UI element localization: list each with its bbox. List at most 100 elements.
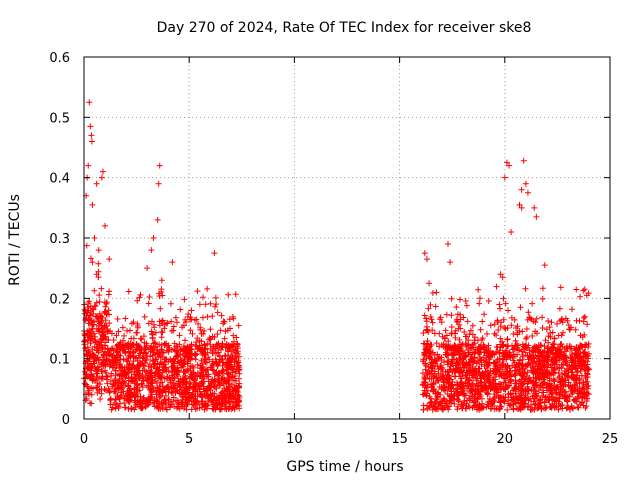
data-point xyxy=(580,287,587,294)
axis-ticks xyxy=(83,56,611,420)
data-point xyxy=(427,395,434,402)
data-point xyxy=(182,316,189,323)
data-point xyxy=(226,316,233,323)
data-point xyxy=(477,326,484,333)
data-point xyxy=(207,382,214,389)
data-point xyxy=(484,390,491,397)
data-point xyxy=(86,99,93,106)
data-point xyxy=(466,359,473,366)
data-point xyxy=(529,300,536,307)
data-point xyxy=(228,373,235,380)
data-point xyxy=(508,322,515,329)
data-point xyxy=(123,391,130,398)
data-point xyxy=(506,379,513,386)
data-point xyxy=(449,368,456,375)
data-point xyxy=(563,370,570,377)
data-point xyxy=(173,319,180,326)
data-point xyxy=(497,335,504,342)
data-point xyxy=(161,325,168,332)
data-point xyxy=(194,361,201,368)
data-point xyxy=(484,377,491,384)
data-point xyxy=(162,366,169,373)
data-point xyxy=(508,397,515,404)
data-point xyxy=(573,377,580,384)
data-point xyxy=(467,351,474,358)
data-point xyxy=(430,375,437,382)
data-point xyxy=(538,366,545,373)
data-point xyxy=(515,383,522,390)
data-point xyxy=(446,373,453,380)
data-point xyxy=(475,358,482,365)
data-point xyxy=(555,332,562,339)
data-point xyxy=(196,345,203,352)
data-point xyxy=(99,314,106,321)
data-point xyxy=(428,359,435,366)
data-point xyxy=(190,390,197,397)
data-point xyxy=(426,280,433,287)
data-point xyxy=(130,358,137,365)
data-point xyxy=(429,363,436,370)
data-point xyxy=(565,382,572,389)
data-point xyxy=(511,316,518,323)
data-point xyxy=(84,344,91,351)
data-point xyxy=(427,350,434,357)
data-point xyxy=(97,337,104,344)
data-point xyxy=(181,389,188,396)
data-point xyxy=(536,375,543,382)
data-point xyxy=(512,367,519,374)
data-point xyxy=(99,332,106,339)
data-point xyxy=(89,335,96,342)
data-point xyxy=(444,241,451,248)
data-point xyxy=(463,340,470,347)
data-point xyxy=(511,353,518,360)
data-point xyxy=(428,370,435,377)
data-point xyxy=(538,406,545,413)
data-point xyxy=(176,341,183,348)
data-point xyxy=(457,388,464,395)
data-point xyxy=(580,379,587,386)
data-point xyxy=(107,401,114,408)
data-point xyxy=(504,307,511,314)
data-point xyxy=(114,316,121,323)
data-point xyxy=(188,307,195,314)
data-point xyxy=(521,343,528,350)
data-point xyxy=(95,274,102,281)
data-point xyxy=(94,314,101,321)
data-point xyxy=(218,312,225,319)
data-point xyxy=(477,349,484,356)
data-point xyxy=(105,328,112,335)
data-point xyxy=(106,288,113,295)
data-point xyxy=(516,201,523,208)
data-point xyxy=(229,354,236,361)
data-point xyxy=(478,378,485,385)
data-point xyxy=(486,359,493,366)
data-point xyxy=(466,331,473,338)
data-point xyxy=(465,337,472,344)
data-point xyxy=(569,405,576,412)
data-point xyxy=(102,333,109,340)
data-point xyxy=(558,380,565,387)
data-point xyxy=(112,367,119,374)
data-point xyxy=(469,356,476,363)
data-point xyxy=(531,204,538,211)
data-point xyxy=(185,349,192,356)
data-point xyxy=(552,357,559,364)
data-point xyxy=(198,398,205,405)
data-point xyxy=(483,344,490,351)
data-point xyxy=(142,349,149,356)
data-point xyxy=(460,382,467,389)
data-point xyxy=(221,376,228,383)
data-point xyxy=(522,285,529,292)
data-point xyxy=(549,329,556,336)
data-point xyxy=(93,180,100,187)
x-tick-label: 5 xyxy=(185,432,193,447)
data-point xyxy=(203,385,210,392)
data-point xyxy=(551,335,558,342)
data-point xyxy=(549,350,556,357)
data-point xyxy=(566,326,573,333)
data-point xyxy=(481,343,488,350)
data-point xyxy=(91,363,98,370)
data-point xyxy=(581,393,588,400)
data-point xyxy=(185,311,192,318)
data-point xyxy=(558,316,565,323)
